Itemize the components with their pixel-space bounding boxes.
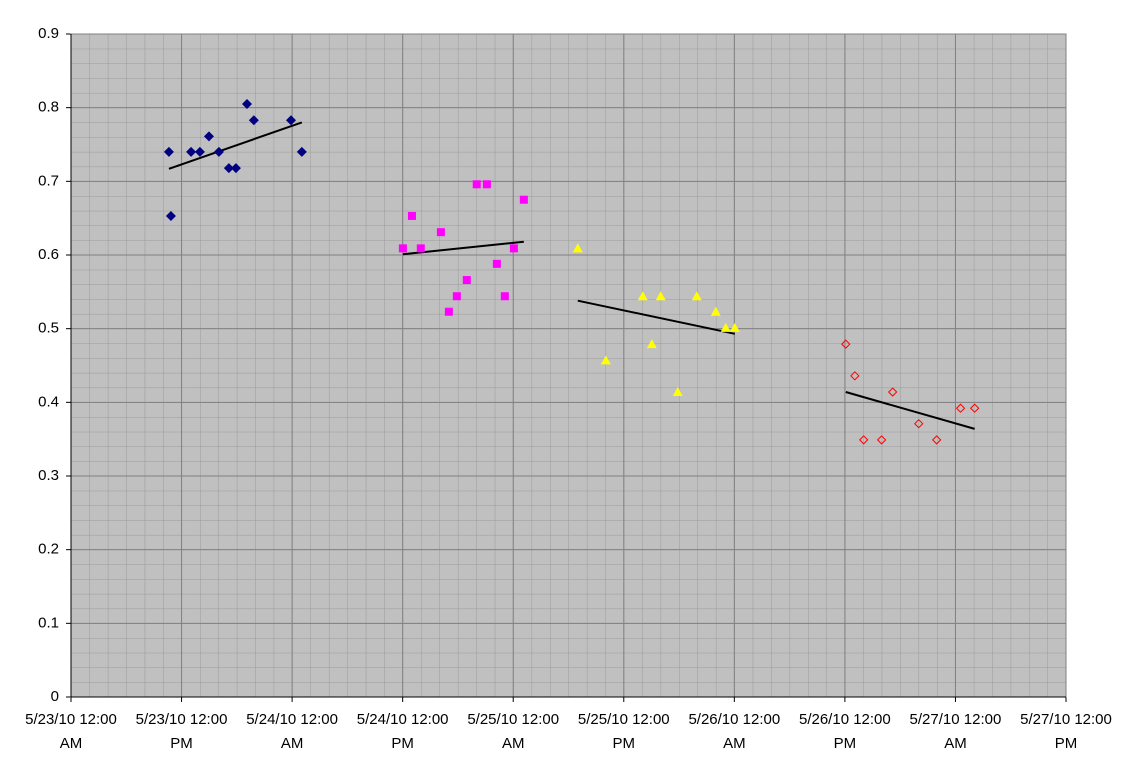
- point: [887, 387, 898, 397]
- point: [472, 180, 481, 189]
- point: [492, 259, 501, 268]
- point: [841, 339, 851, 349]
- point: [691, 291, 702, 301]
- point: [462, 276, 471, 285]
- point: [248, 115, 259, 126]
- x-tick-label: 5/26/10 12:00 AM: [688, 711, 781, 752]
- y-tick-label: 0.9: [38, 25, 59, 42]
- point: [509, 244, 518, 253]
- point: [223, 163, 234, 174]
- point: [500, 292, 509, 301]
- trendline: [168, 121, 303, 170]
- point: [672, 387, 683, 397]
- point: [230, 163, 241, 174]
- point: [416, 244, 425, 253]
- point: [444, 307, 453, 316]
- point: [720, 322, 731, 332]
- point: [876, 435, 887, 445]
- x-tick-label: 5/27/10 12:00 AM: [909, 711, 1002, 752]
- point: [600, 355, 611, 365]
- point: [286, 115, 297, 126]
- point: [858, 435, 869, 445]
- point: [482, 180, 491, 189]
- trendline: [845, 391, 975, 430]
- y-tick-label: 0.5: [38, 320, 59, 337]
- x-tick-label: 5/24/10 12:00 PM: [356, 711, 449, 752]
- point: [242, 98, 253, 109]
- trendline: [577, 299, 735, 335]
- y-tick-label: 0.8: [38, 99, 59, 116]
- x-tick-label: 5/26/10 12:00 PM: [798, 711, 891, 752]
- point: [572, 243, 583, 253]
- point: [729, 322, 740, 332]
- point: [655, 291, 666, 301]
- y-tick-label: 0.2: [38, 541, 59, 558]
- point: [436, 228, 445, 237]
- point: [213, 146, 224, 157]
- point: [407, 211, 416, 220]
- point: [914, 418, 924, 429]
- point: [637, 291, 648, 301]
- x-tick-label: 5/23/10 12:00 PM: [135, 711, 228, 752]
- point: [194, 146, 205, 157]
- x-tick-label: 5/25/10 12:00 PM: [577, 711, 670, 752]
- y-tick-label: 0: [51, 688, 59, 705]
- x-tick-label: 5/23/10 12:00 AM: [25, 711, 117, 752]
- y-tick-label: 0.4: [38, 393, 59, 410]
- y-tick-label: 0.7: [38, 172, 59, 189]
- point: [186, 146, 197, 157]
- point: [710, 306, 721, 316]
- point: [165, 210, 176, 221]
- point: [398, 244, 407, 253]
- point: [850, 371, 860, 381]
- y-tick-label: 0.1: [38, 614, 59, 631]
- point: [969, 403, 980, 413]
- x-tick-label: 5/24/10 12:00 AM: [246, 711, 338, 752]
- point: [452, 292, 461, 301]
- y-tick-label: 0.6: [38, 246, 59, 263]
- point: [296, 146, 307, 157]
- y-tick-label: 0.3: [38, 467, 59, 484]
- point: [646, 339, 657, 349]
- point: [931, 435, 942, 445]
- x-tick-label: 5/25/10 12:00 AM: [467, 711, 560, 752]
- x-tick-label: 5/27/10 12:00 PM: [1020, 711, 1112, 752]
- point: [519, 195, 528, 204]
- point: [163, 146, 174, 157]
- point: [203, 131, 214, 142]
- minor-grid: [71, 34, 1066, 697]
- point: [955, 403, 966, 413]
